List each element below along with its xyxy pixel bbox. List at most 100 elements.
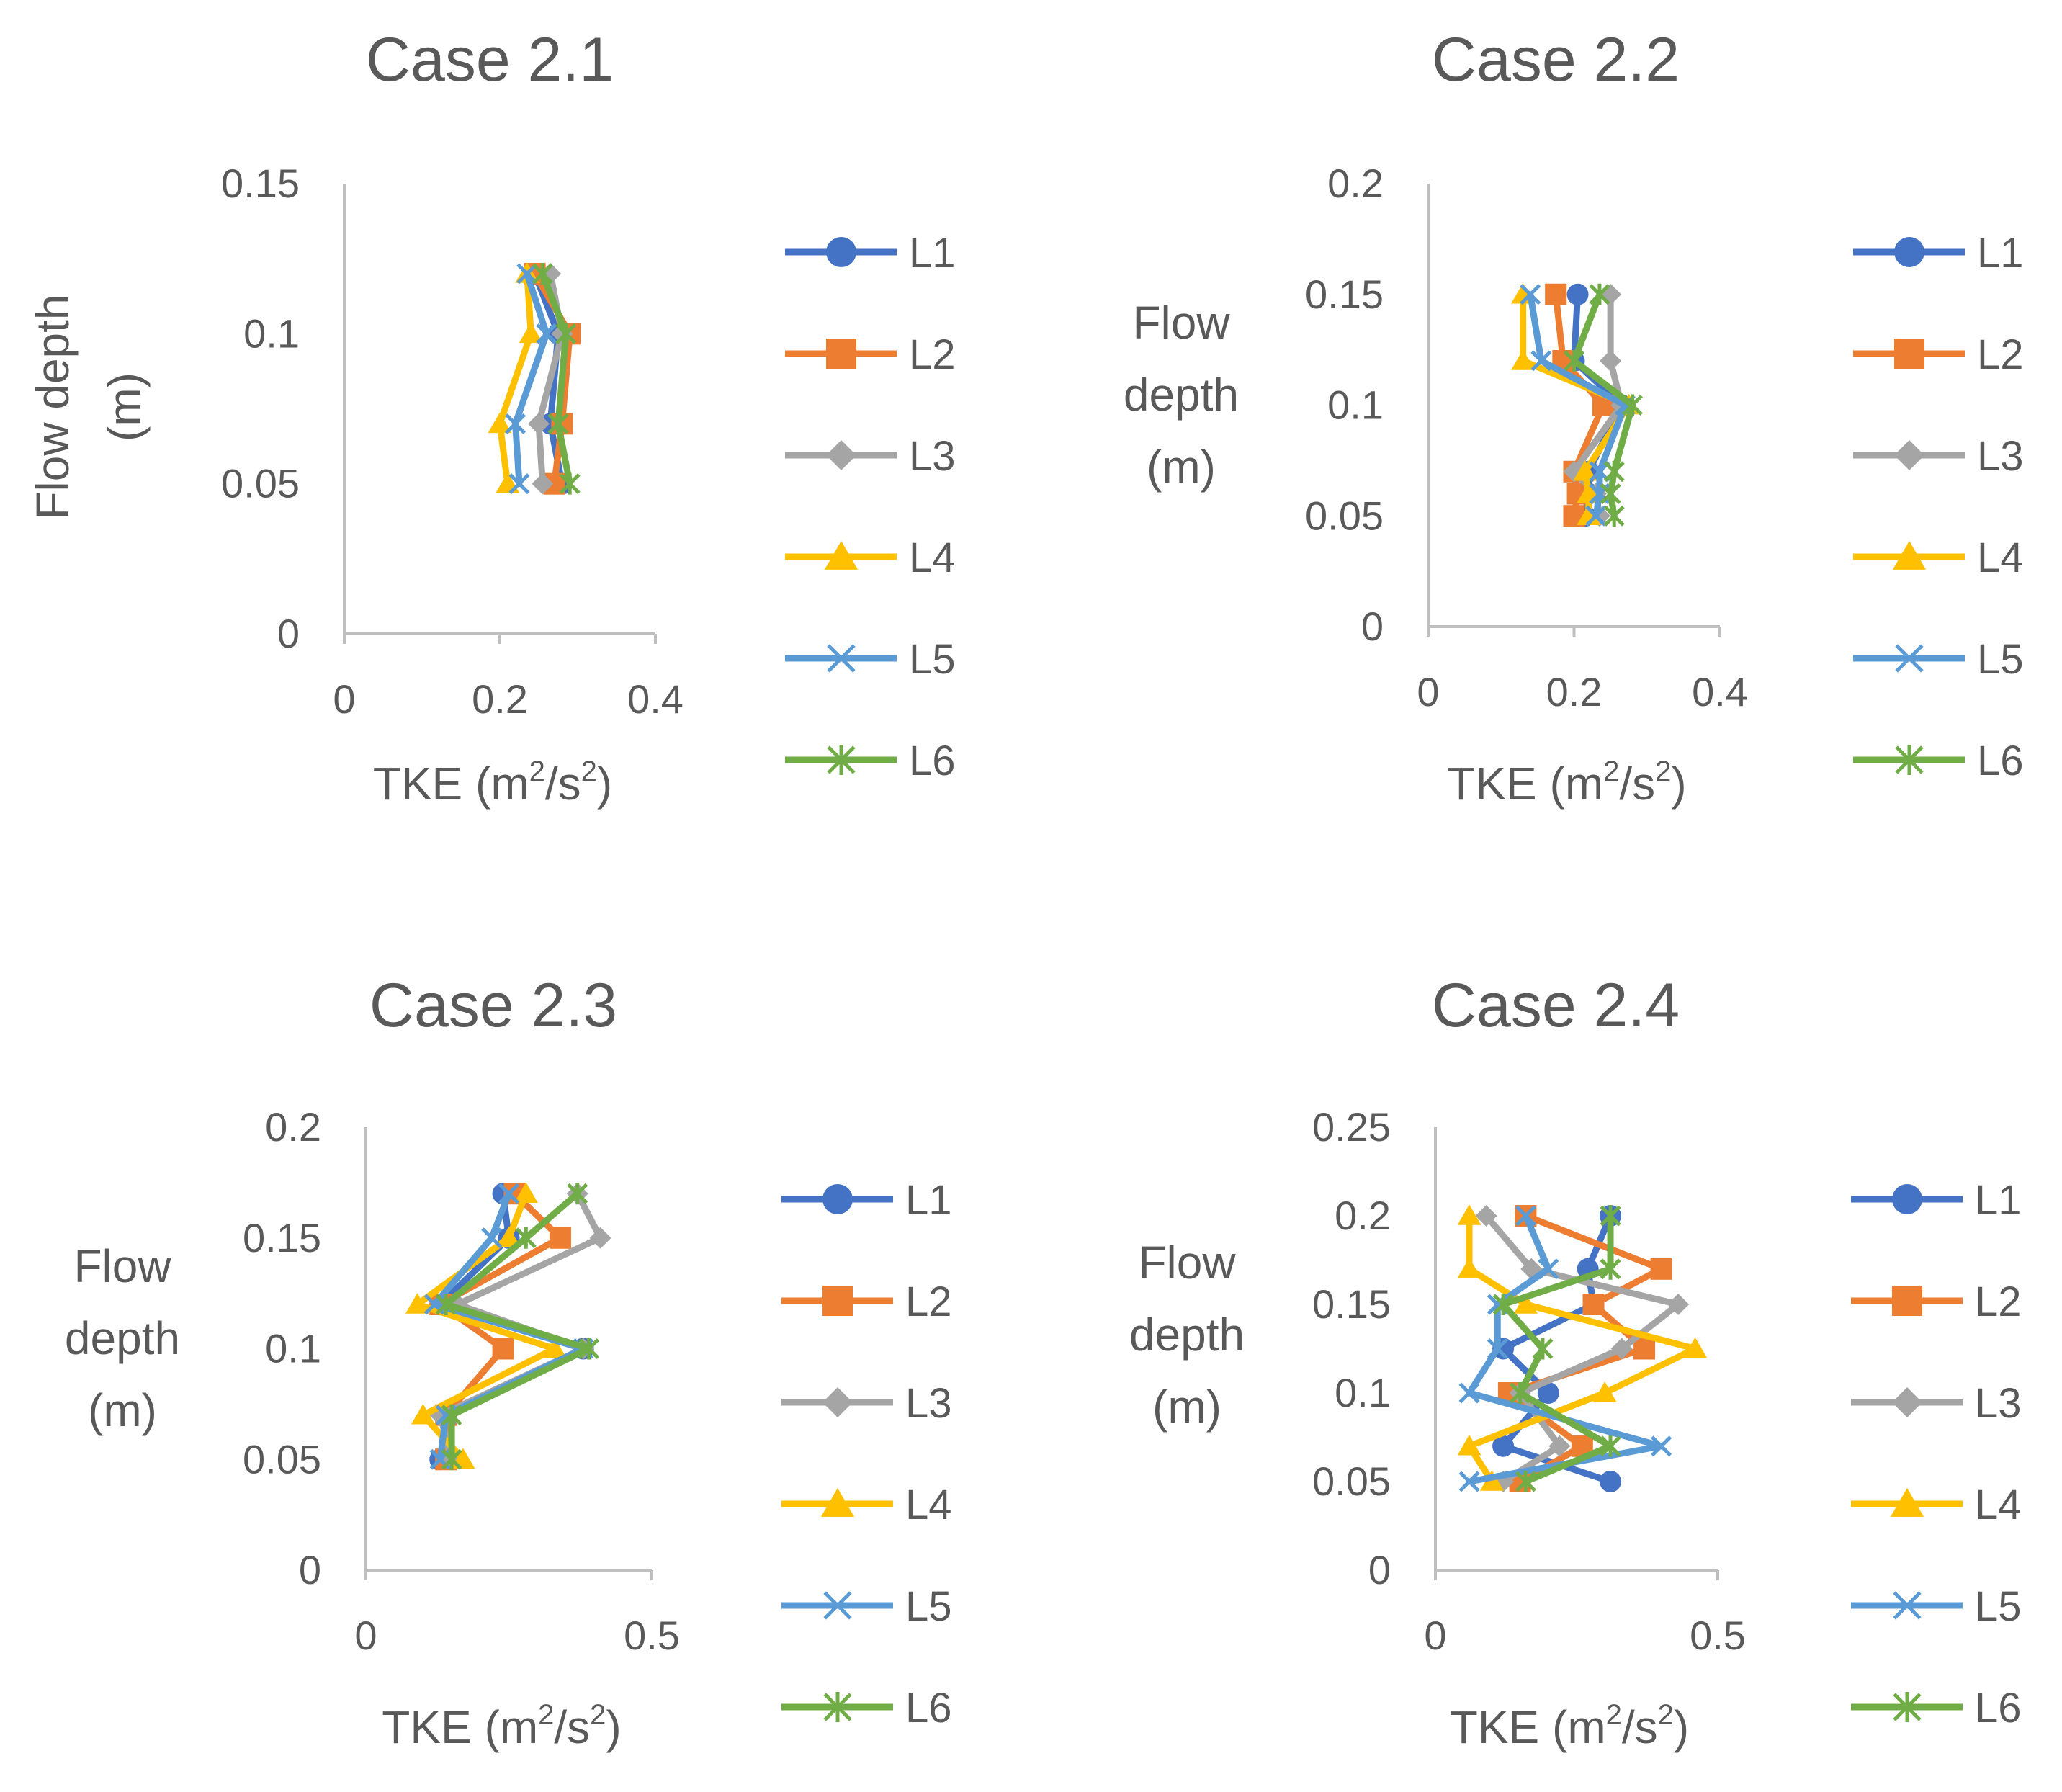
marker-stroke [1651,1435,1672,1457]
legend-label: L2 [1977,331,2024,378]
y-axis-title: Flow depth (m) [27,294,151,519]
data-point [1538,1258,1559,1280]
data-point [1577,504,1601,525]
x-tick-label: 0 [1424,1613,1446,1658]
legend-label: L3 [905,1380,952,1427]
legend-entry-l6: L6 [781,1685,952,1731]
data-point [1633,1338,1656,1360]
data-point [567,1183,588,1205]
data-point [405,1293,429,1314]
y-axis-title-line: depth [1124,369,1239,421]
x-axis-title-part: /s [545,758,581,810]
legend-label: L1 [905,1177,952,1224]
data-point [508,473,530,495]
marker-stroke [1895,644,1924,673]
marker-stroke [536,323,557,344]
y-axis-title-line: depth [1129,1309,1245,1361]
x-axis-title-superscript: 2 [1606,1699,1622,1731]
data-point [1600,1258,1621,1280]
legend-marker [826,237,856,267]
data-point [1683,1337,1708,1358]
data-point [589,1227,611,1249]
legend-entry-l4: L4 [1853,534,2024,581]
y-axis-title-line: Flow [1132,297,1230,349]
legend-entry-l4: L4 [781,1482,952,1528]
legend-entry-l5: L5 [781,1583,952,1630]
legend-marker [1892,540,1927,570]
legend-marker [1893,1591,1922,1620]
data-point [1545,283,1567,305]
data-point [519,322,543,344]
legend-entry-l6: L6 [1851,1685,2022,1731]
data-point [1600,350,1622,372]
y-tick-label: 0 [1368,1547,1391,1592]
legend-marker [823,1591,852,1620]
legend-label: L3 [1975,1380,2022,1427]
legend-marker [826,339,856,369]
legend-label: L5 [909,636,956,683]
y-tick-label: 0.1 [243,310,300,356]
data-point [435,1294,457,1315]
legend-marker [822,1184,853,1214]
data-point [1589,283,1610,305]
data-point [536,323,557,344]
y-tick-label: 0.2 [1327,161,1384,206]
data-point [1566,283,1589,305]
y-tick-label: 0.05 [221,461,300,506]
y-axis-title-line: Flow [1138,1237,1236,1289]
marker-stroke [505,413,526,434]
x-axis-title-superscript: 2 [1655,756,1671,787]
x-axis-title: TKE (m2/s2) [373,756,612,810]
y-tick-label: 0.15 [1305,272,1384,317]
marker-stroke [823,1591,852,1620]
y-axis-title-line: (m) [99,372,151,442]
legend-label: L4 [905,1482,952,1528]
legend-label: L5 [1977,636,2024,683]
data-point [1520,284,1541,305]
data-point [1667,1294,1690,1315]
data-point [1492,1294,1514,1315]
legend-marker [1895,745,1924,775]
x-tick-label: 0.5 [1690,1613,1746,1658]
marker-stroke [1458,1471,1480,1492]
marker-stroke [1585,505,1607,527]
x-axis-title-part: TKE (m [373,758,529,810]
data-point [1592,1381,1617,1402]
data-point [1457,1258,1481,1278]
data-point [505,413,526,434]
x-axis-title-superscript: 2 [590,1699,606,1731]
data-point [1458,1471,1480,1492]
x-axis-title-part: /s [1619,758,1655,810]
data-point [514,1182,538,1203]
data-point [1582,1294,1605,1315]
marker-stroke [1538,1258,1559,1280]
x-axis-title-part: /s [1622,1701,1658,1753]
data-point [578,1338,600,1360]
data-point [1515,1471,1536,1492]
legend-label: L6 [1977,738,2024,784]
y-axis-title-line: Flow [73,1240,171,1292]
series-line [539,270,573,488]
marker-stroke [1515,1205,1536,1227]
legend-entry-l1: L1 [781,1177,952,1224]
legend-label: L4 [1977,534,2024,581]
y-tick-label: 0.1 [265,1326,321,1371]
legend-entry-l6: L6 [785,738,956,784]
x-tick-label: 0 [333,676,355,722]
data-point [492,1338,514,1360]
x-tick-label: 0.2 [472,676,528,722]
y-tick-label: 0 [1361,604,1384,649]
data-point [481,1227,503,1249]
data-point [1600,483,1621,505]
series-l6 [1563,283,1644,527]
x-axis-title: TKE (m2/s2) [382,1699,621,1753]
y-tick-label: 0.15 [221,161,300,206]
y-tick-label: 0.05 [1305,493,1384,538]
data-point [1475,1205,1497,1227]
data-point [542,1337,567,1358]
data-point [1621,394,1644,416]
x-axis-title-part: TKE (m [1450,1701,1606,1753]
series-l6 [1492,1205,1621,1492]
series-line [496,270,534,488]
